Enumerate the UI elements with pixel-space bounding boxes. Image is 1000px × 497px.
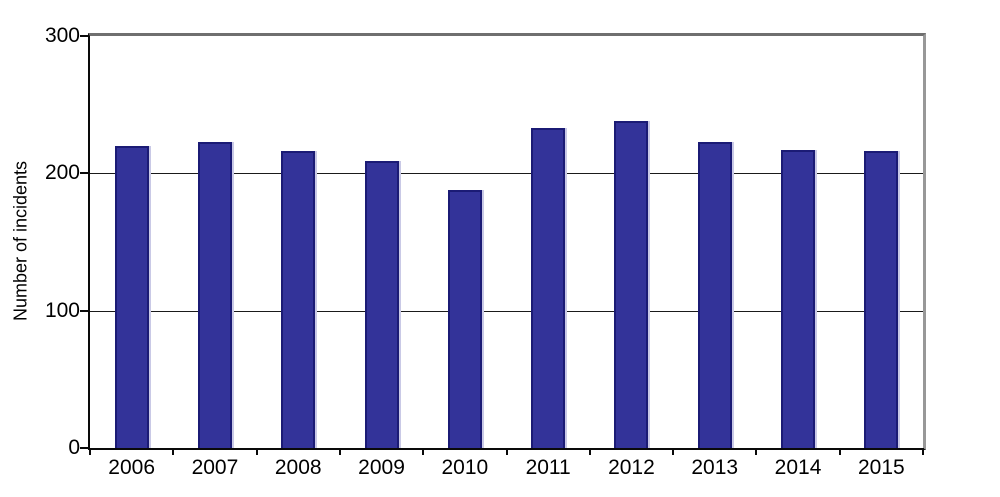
x-category-label-2009: 2009: [358, 456, 405, 479]
x-tick-7: [672, 448, 675, 455]
x-tick-1: [172, 448, 175, 455]
y-tick-100: [80, 309, 88, 312]
x-category-label-2006: 2006: [108, 456, 155, 479]
bar-2009: [364, 161, 399, 448]
bar-2015: [864, 151, 899, 448]
y-tick-label-100: 100: [44, 298, 80, 322]
x-category-label-2012: 2012: [608, 456, 655, 479]
x-tick-6: [588, 448, 591, 455]
y-tick-300: [80, 35, 88, 37]
gridline-100: [90, 310, 923, 312]
x-category-label-2008: 2008: [274, 456, 322, 479]
y-tick-200: [80, 172, 88, 175]
x-tick-3: [338, 448, 341, 455]
y-tick-label-0: 0: [68, 436, 80, 459]
x-tick-10: [922, 448, 924, 455]
y-tick-0: [80, 447, 88, 449]
gridline-200: [90, 173, 923, 175]
y-axis-title: Number of incidents: [10, 160, 31, 322]
plot-area: [88, 33, 926, 450]
bar-2013: [697, 142, 732, 448]
bar-2012: [614, 121, 649, 448]
bar-2007: [197, 142, 232, 448]
x-category-label-2007: 2007: [191, 456, 239, 479]
bar-2011: [531, 128, 566, 448]
y-tick-label-300: 300: [44, 24, 80, 47]
x-category-label-2011: 2011: [525, 456, 571, 479]
x-tick-8: [755, 448, 758, 455]
x-tick-4: [422, 448, 425, 455]
x-category-label-2015: 2015: [857, 456, 905, 479]
x-tick-9: [838, 448, 841, 455]
bar-2010: [447, 190, 482, 448]
bar-2006: [114, 146, 149, 448]
bar-2014: [781, 150, 816, 448]
bar-2008: [281, 151, 316, 448]
x-tick-5: [505, 448, 508, 455]
x-tick-2: [255, 448, 258, 455]
x-category-label-2014: 2014: [774, 456, 822, 479]
x-tick-0: [89, 448, 91, 455]
y-tick-label-200: 200: [44, 161, 80, 185]
x-category-label-2010: 2010: [441, 456, 489, 479]
x-category-label-2013: 2013: [691, 456, 739, 479]
